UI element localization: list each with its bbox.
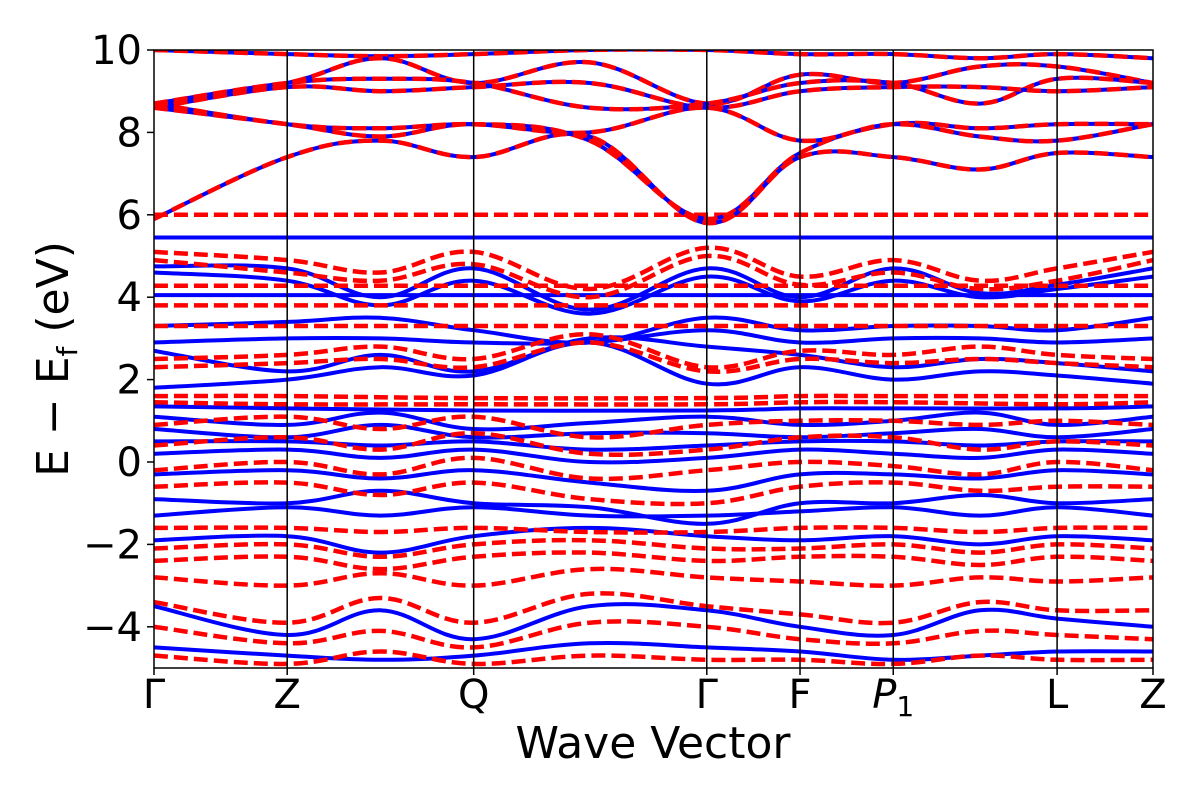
band-line-solid-9: [154, 410, 1153, 432]
band-line-solid-7: [154, 340, 1153, 390]
band-line-dashed-10: [154, 414, 1153, 440]
band-line-solid-16: [154, 525, 1153, 555]
y-tick-label: 6: [117, 193, 142, 239]
band-line-overlay-dashed-5: [154, 101, 1153, 144]
band-line-dashed-9: [154, 340, 1153, 375]
bands-layer: [154, 50, 1153, 667]
band-line-solid-10: [154, 422, 1153, 440]
y-tick-label: −4: [83, 605, 142, 651]
band-line-dashed-18: [154, 591, 1153, 626]
high-symmetry-lines: [286, 50, 1058, 668]
x-tick-label: Q: [458, 672, 489, 718]
band-line-dashed-8: [154, 332, 1153, 370]
x-tick-label: Γ: [143, 672, 166, 718]
band-line-dashed-7: [154, 253, 1153, 300]
band-line-dashed-20: [154, 649, 1153, 667]
y-axis-ticks: −4 −2 0 2 4 6 8 10: [83, 28, 154, 651]
band-line-dashed-4: [154, 393, 1153, 401]
y-axis-label: E − Ef (eV): [28, 241, 84, 477]
band-line-dashed-17: [154, 566, 1153, 588]
band-line-dashed-6: [154, 245, 1153, 292]
y-axis-label-unit: (eV): [28, 241, 79, 347]
x-tick-label: P1: [872, 672, 914, 723]
band-line-solid-5: [154, 328, 1153, 346]
band-line-overlay-dashed-3: [154, 79, 1153, 110]
band-line-solid-15: [154, 505, 1153, 519]
band-line-overlay-dashed-1: [154, 55, 1153, 106]
band-line-solid-4: [154, 315, 1153, 345]
y-tick-label: 10: [91, 28, 142, 74]
band-line-solid-14: [154, 488, 1153, 526]
x-tick-label: Z: [273, 672, 300, 718]
y-tick-label: 4: [117, 275, 142, 321]
x-axis-ticks: Γ Z Q Γ F P1 L Z: [143, 668, 1167, 723]
x-tick-label: F: [789, 672, 812, 718]
y-tick-label: 8: [117, 110, 142, 156]
band-line-dashed-13: [154, 480, 1153, 507]
y-tick-label: 0: [117, 440, 142, 486]
y-axis-label-subscript: f: [51, 345, 84, 356]
plot-frame: [153, 49, 1154, 669]
band-line-dashed-16: [154, 550, 1153, 572]
band-line-solid-2: [154, 263, 1153, 312]
band-line-dashed-19: [154, 619, 1153, 650]
y-axis-label-main: E − E: [28, 356, 79, 476]
y-tick-label: −2: [83, 522, 142, 568]
band-line-solid-12: [154, 447, 1153, 465]
band-line-dashed-15: [154, 537, 1153, 560]
band-line-dashed-14: [154, 525, 1153, 535]
band-line-overlay-dashed-0: [154, 50, 1153, 61]
band-line-solid-3: [154, 270, 1153, 316]
x-tick-label: Γ: [696, 672, 719, 718]
band-line-solid-17: [154, 602, 1153, 642]
band-line-solid-8: [154, 404, 1153, 413]
x-axis-label: Wave Vector: [516, 718, 792, 769]
band-line-overlay-dashed-6: [154, 131, 1153, 226]
band-line-dashed-11: [154, 430, 1153, 458]
band-line-dashed-12: [154, 455, 1153, 482]
y-tick-label: 2: [117, 358, 142, 404]
x-tick-label: Z: [1139, 672, 1166, 718]
x-tick-label: L: [1046, 672, 1069, 718]
band-line-overlay-dashed-4: [154, 105, 1153, 222]
band-line-dashed-5: [154, 399, 1153, 407]
band-line-solid-13: [154, 468, 1153, 494]
